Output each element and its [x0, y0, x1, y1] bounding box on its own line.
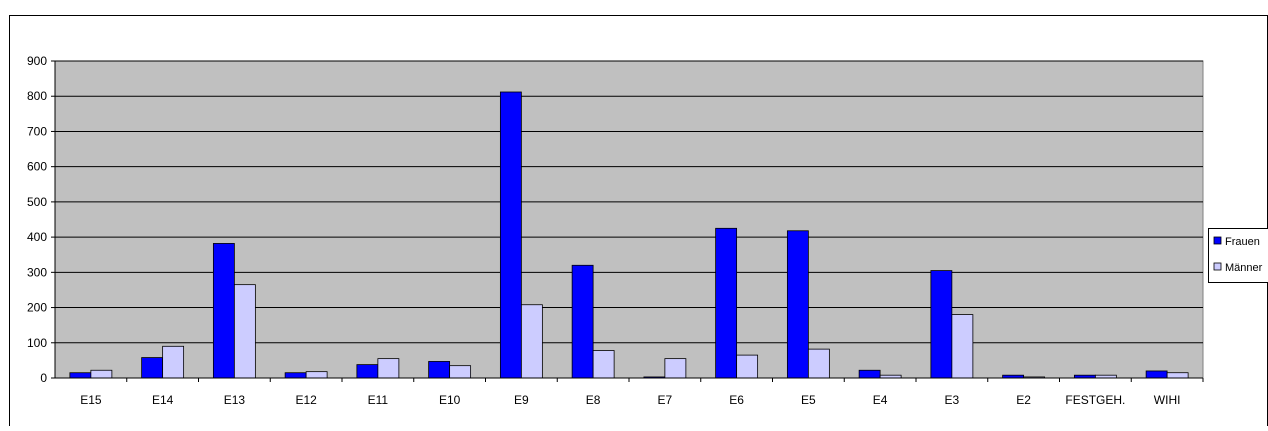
- x-tick-label: WIHI: [1154, 393, 1181, 407]
- legend: Frauen Männer: [1209, 229, 1268, 283]
- bar-frauen-e3: [931, 271, 952, 378]
- bar-mnner-e9: [521, 305, 542, 378]
- legend-swatch-maenner: [1214, 263, 1221, 270]
- y-tick-label: 600: [27, 160, 47, 174]
- x-tick-label: E12: [295, 393, 317, 407]
- bar-frauen-e4: [859, 370, 880, 378]
- bar-mnner-e3: [952, 315, 973, 378]
- y-tick-label: 0: [40, 371, 47, 385]
- bar-frauen-e14: [142, 358, 163, 378]
- x-tick-label: FESTGEH.: [1065, 393, 1125, 407]
- bar-frauen-e6: [716, 228, 737, 378]
- y-tick-label: 100: [27, 336, 47, 350]
- x-tick-label: E2: [1016, 393, 1031, 407]
- x-tick-label: E9: [514, 393, 529, 407]
- bar-mnner-e7: [665, 359, 686, 378]
- bar-mnner-e8: [593, 351, 614, 378]
- bar-frauen-e15: [70, 373, 91, 378]
- x-tick-label: E6: [729, 393, 744, 407]
- x-tick-label: E11: [368, 393, 389, 407]
- y-tick-label: 700: [27, 124, 47, 138]
- x-tick-label: E3: [945, 393, 960, 407]
- x-tick-label: E14: [152, 393, 174, 407]
- bar-frauen-e5: [787, 231, 808, 378]
- x-tick-label: E15: [80, 393, 102, 407]
- bar-mnner-e14: [163, 346, 184, 378]
- x-tick-label: E5: [801, 393, 816, 407]
- bar-frauen-e13: [213, 243, 234, 378]
- y-tick-label: 900: [27, 54, 47, 68]
- y-tick-label: 500: [27, 195, 47, 209]
- bar-mnner-e13: [234, 285, 255, 378]
- y-tick-label: 800: [27, 89, 47, 103]
- bar-mnner-wihi: [1167, 373, 1188, 378]
- legend-swatch-frauen: [1214, 237, 1221, 244]
- y-tick-label: 400: [27, 230, 47, 244]
- x-tick-label: E7: [658, 393, 673, 407]
- bar-frauen-e10: [429, 361, 450, 378]
- y-tick-label: 200: [27, 301, 47, 315]
- bar-frauen-e12: [285, 373, 306, 378]
- bar-mnner-e10: [450, 366, 471, 378]
- x-tick-label: E8: [586, 393, 601, 407]
- bar-frauen-e11: [357, 365, 378, 378]
- bar-frauen-e8: [572, 265, 593, 378]
- legend-label-frauen: Frauen: [1225, 236, 1260, 248]
- bar-mnner-e5: [808, 349, 829, 378]
- bar-frauen-e9: [500, 92, 521, 378]
- y-tick-label: 300: [27, 265, 47, 279]
- bar-mnner-e6: [737, 355, 758, 378]
- bar-mnner-e11: [378, 359, 399, 378]
- bar-mnner-e15: [91, 370, 112, 378]
- x-tick-label: E10: [439, 393, 461, 407]
- x-tick-label: E4: [873, 393, 888, 407]
- legend-label-maenner: Männer: [1225, 262, 1263, 274]
- bar-frauen-wihi: [1146, 371, 1167, 378]
- bar-mnner-e12: [306, 372, 327, 378]
- x-tick-label: E13: [224, 393, 246, 407]
